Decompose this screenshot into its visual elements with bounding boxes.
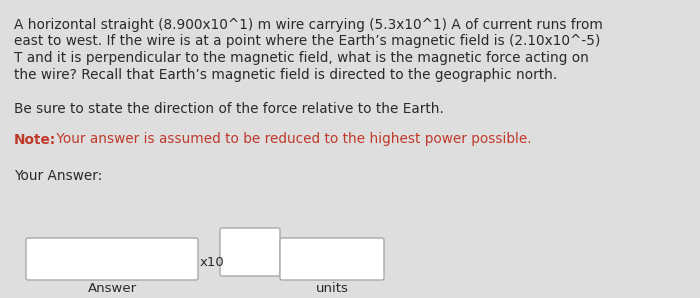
Text: A horizontal straight (8.900x10^1) m wire carrying (5.3x10^1) A of current runs : A horizontal straight (8.900x10^1) m wir…: [14, 18, 603, 32]
Text: Answer: Answer: [88, 282, 136, 295]
Text: east to west. If the wire is at a point where the Earth’s magnetic field is (2.1: east to west. If the wire is at a point …: [14, 35, 601, 49]
Text: T and it is perpendicular to the magnetic field, what is the magnetic force acti: T and it is perpendicular to the magneti…: [14, 51, 589, 65]
FancyBboxPatch shape: [280, 238, 384, 280]
Text: Your Answer:: Your Answer:: [14, 169, 102, 183]
FancyBboxPatch shape: [220, 228, 280, 276]
Text: the wire? Recall that Earth’s magnetic field is directed to the geographic north: the wire? Recall that Earth’s magnetic f…: [14, 68, 557, 81]
Text: units: units: [316, 282, 349, 295]
Text: Be sure to state the direction of the force relative to the Earth.: Be sure to state the direction of the fo…: [14, 102, 444, 116]
Text: Your answer is assumed to be reduced to the highest power possible.: Your answer is assumed to be reduced to …: [52, 133, 531, 147]
Text: Note:: Note:: [14, 133, 56, 147]
FancyBboxPatch shape: [26, 238, 198, 280]
Text: x10: x10: [200, 256, 225, 269]
